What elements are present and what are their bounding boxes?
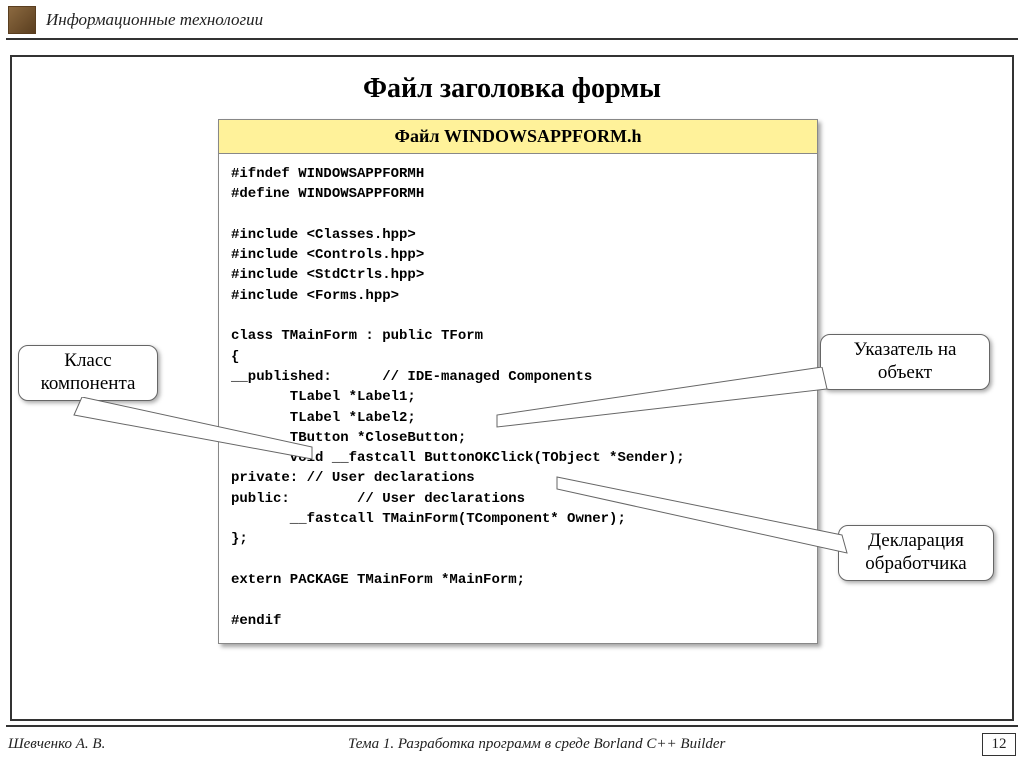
header-title: Информационные технологии	[46, 10, 263, 30]
footer-author: Шевченко А. В.	[8, 736, 105, 753]
code-line: TLabel *Label1;	[231, 389, 416, 405]
code-line: #define WINDOWSAPPFORMH	[231, 186, 424, 202]
callout-handler-decl: Декларацияобработчика	[838, 525, 994, 581]
code-block: #ifndef WINDOWSAPPFORMH #define WINDOWSA…	[219, 154, 817, 643]
code-line: #include <StdCtrls.hpp>	[231, 267, 424, 283]
code-line: public: // User declarations	[231, 491, 525, 507]
code-panel-title: Файл WINDOWSAPPFORM.h	[219, 120, 817, 154]
code-line: #ifndef WINDOWSAPPFORMH	[231, 166, 424, 182]
code-line: #endif	[231, 613, 281, 629]
code-line: __fastcall TMainForm(TComponent* Owner);	[231, 511, 626, 527]
page-number: 12	[982, 733, 1016, 756]
callout-class-component: Класскомпонента	[18, 345, 158, 401]
code-panel: Файл WINDOWSAPPFORM.h #ifndef WINDOWSAPP…	[218, 119, 818, 644]
header-divider	[6, 38, 1018, 40]
page-footer: Шевченко А. В. Тема 1. Разработка програ…	[0, 725, 1024, 767]
code-line: TButton *CloseButton;	[231, 430, 466, 446]
code-line: class TMainForm : public TForm	[231, 328, 483, 344]
code-line: #include <Classes.hpp>	[231, 227, 416, 243]
logo-icon	[8, 6, 36, 34]
code-line: #include <Forms.hpp>	[231, 288, 399, 304]
code-line: };	[231, 531, 248, 547]
footer-topic: Тема 1. Разработка программ в среде Borl…	[348, 736, 725, 753]
code-line: #include <Controls.hpp>	[231, 247, 424, 263]
slide-frame: Файл заголовка формы Файл WINDOWSAPPFORM…	[10, 55, 1014, 721]
code-line: extern PACKAGE TMainForm *MainForm;	[231, 572, 525, 588]
code-line: {	[231, 349, 239, 365]
code-line: TLabel *Label2;	[231, 410, 416, 426]
code-line: void __fastcall ButtonOKClick(TObject *S…	[231, 450, 685, 466]
page-header: Информационные технологии	[0, 0, 1024, 36]
slide-title: Файл заголовка формы	[12, 73, 1012, 105]
code-line: __published: // IDE-managed Components	[231, 369, 592, 385]
code-line: private: // User declarations	[231, 470, 475, 486]
callout-pointer-object: Указатель наобъект	[820, 334, 990, 390]
